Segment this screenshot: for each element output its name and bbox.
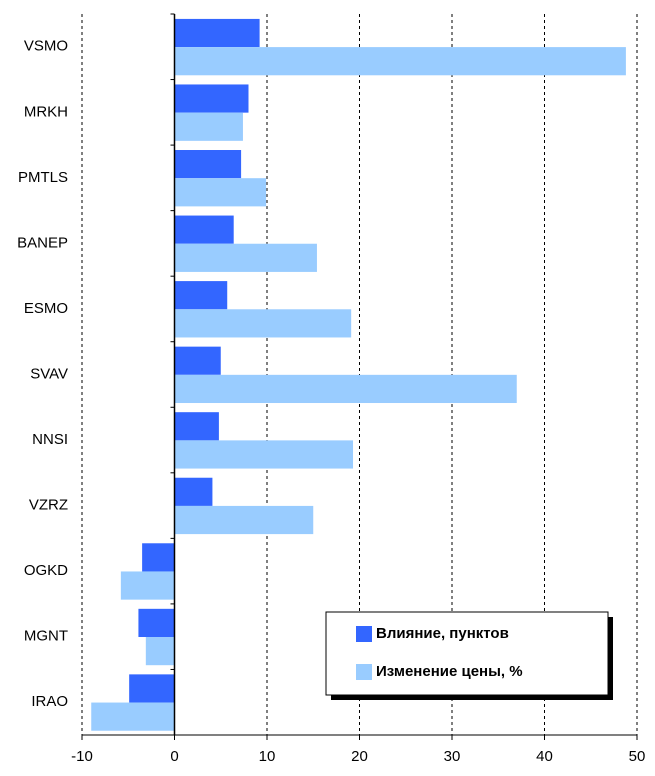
bar xyxy=(174,374,517,404)
y-tick-label: PMTLS xyxy=(18,169,68,186)
bar xyxy=(174,112,243,141)
y-tick-label: BANEP xyxy=(17,234,68,251)
bar xyxy=(138,608,175,638)
bar xyxy=(174,84,249,113)
legend-swatch xyxy=(356,664,372,680)
y-tick-label: OGKD xyxy=(24,562,68,579)
bar xyxy=(120,571,175,600)
bar xyxy=(174,18,260,48)
bar xyxy=(174,47,626,76)
bar xyxy=(174,281,228,310)
x-tick-label: -10 xyxy=(71,748,93,765)
bar xyxy=(174,346,221,375)
y-tick-label: MRKH xyxy=(24,103,68,120)
legend-label: Влияние, пунктов xyxy=(376,625,509,642)
x-tick-label: 30 xyxy=(444,748,461,765)
bar xyxy=(174,412,219,441)
bar xyxy=(174,150,242,179)
bar xyxy=(142,543,175,572)
bar xyxy=(174,243,317,272)
legend xyxy=(325,611,609,696)
y-tick-label: MGNT xyxy=(24,628,68,645)
bar xyxy=(174,309,352,338)
y-tick-label: SVAV xyxy=(30,365,68,382)
x-tick-label: 50 xyxy=(629,748,646,765)
y-tick-label: NNSI xyxy=(32,431,68,448)
bar xyxy=(174,477,213,506)
bar xyxy=(174,505,314,535)
legend-swatch xyxy=(356,626,372,642)
y-tick-label: VSMO xyxy=(24,38,68,55)
x-tick-label: 20 xyxy=(351,748,368,765)
bar xyxy=(145,637,175,666)
bar xyxy=(174,440,354,469)
bar xyxy=(174,178,267,207)
x-tick-label: 10 xyxy=(259,748,276,765)
y-tick-label: IRAO xyxy=(31,693,68,710)
x-tick-label: 40 xyxy=(536,748,553,765)
legend-label: Изменение цены, % xyxy=(376,663,523,680)
bar xyxy=(91,702,175,731)
y-tick-label: VZRZ xyxy=(29,497,68,514)
bar xyxy=(129,674,175,703)
x-tick-label: 0 xyxy=(170,748,178,765)
bar xyxy=(174,215,234,244)
y-tick-label: ESMO xyxy=(24,300,68,317)
